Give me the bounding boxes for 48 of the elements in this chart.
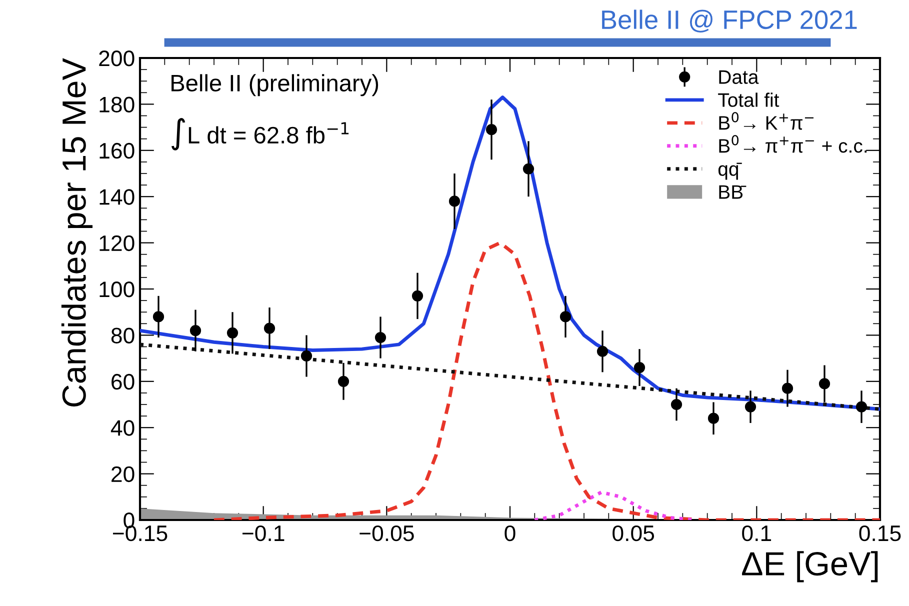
point xyxy=(634,362,646,374)
legend-label: BB̄ xyxy=(719,185,746,199)
y-tick-label: 20 xyxy=(112,466,134,482)
point xyxy=(522,163,534,174)
point xyxy=(856,401,868,412)
point xyxy=(300,350,312,362)
point xyxy=(374,332,386,344)
chart-title: Belle II @ FPCP 2021 xyxy=(602,10,857,32)
point xyxy=(782,382,794,394)
x-tick-label: 0.05 xyxy=(612,525,654,542)
y-tick-label: 140 xyxy=(100,189,134,205)
legend-label: B$^{0}$→ K$^{+}$π$^{−}$ xyxy=(719,112,814,130)
point xyxy=(152,311,164,322)
point xyxy=(818,378,830,390)
y-tick-label: 200 xyxy=(99,50,134,66)
y-tick-label: 100 xyxy=(100,282,134,298)
y-tick-label: 40 xyxy=(110,420,134,436)
y-tick-label: 60 xyxy=(112,374,134,390)
y-tick-label: 80 xyxy=(111,328,134,344)
point xyxy=(226,327,238,338)
y-axis-title: Candidates per 15 MeV xyxy=(61,58,93,406)
point xyxy=(744,401,756,412)
legend-label: B$^{0}$→ π$^{+}$π$^{−}$ + c.c. xyxy=(719,135,867,153)
annotation: Belle II (preliminary) xyxy=(172,74,378,96)
point xyxy=(560,311,572,322)
line-series xyxy=(212,241,880,520)
y-tick-label: 120 xyxy=(100,235,134,252)
x-tick-label: −0.1 xyxy=(242,525,284,542)
point xyxy=(448,196,460,207)
y-tick-label: 180 xyxy=(100,96,134,112)
point xyxy=(670,398,682,410)
point xyxy=(190,325,202,336)
x-tick-label: −0.05 xyxy=(360,525,414,542)
point xyxy=(596,346,608,357)
x-tick-label: 0.1 xyxy=(742,525,772,542)
x-tick-label: 0 xyxy=(504,525,516,542)
point xyxy=(412,290,424,302)
annotation: ∫L dt = 62.8 fb$^{−1}$ xyxy=(172,118,349,150)
point xyxy=(708,412,720,424)
y-tick-label: 160 xyxy=(100,142,134,159)
point xyxy=(264,322,276,334)
point xyxy=(338,376,350,387)
legend-label: Data xyxy=(719,70,759,84)
x-tick-label: 0.15 xyxy=(859,525,901,542)
legend-label: qq̄ xyxy=(718,162,742,180)
legend-label: Total fit xyxy=(718,92,780,107)
point xyxy=(486,124,498,136)
x-axis-title: ΔE [GeV] xyxy=(742,551,878,582)
